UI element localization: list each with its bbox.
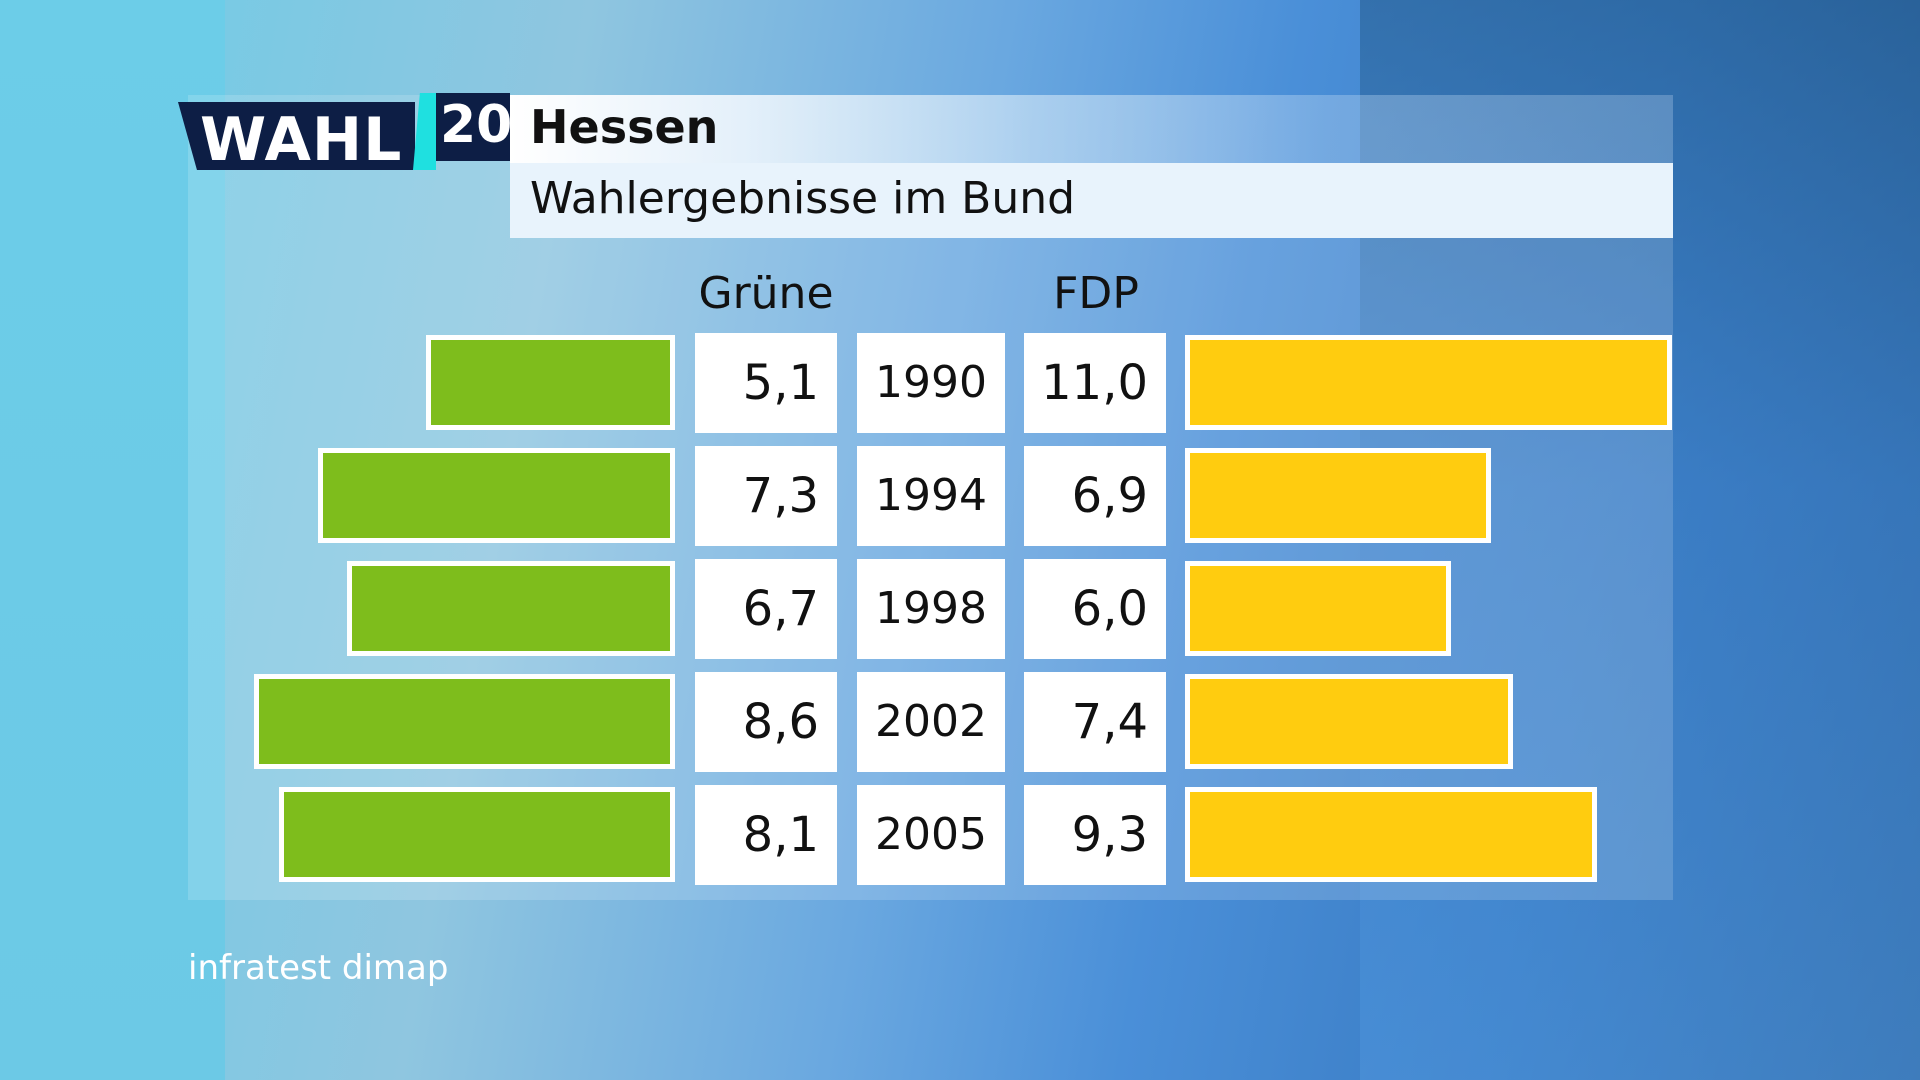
bar-fdp-2002 <box>1185 674 1513 769</box>
logo-number: 20 <box>440 95 513 155</box>
bar-gruene-2002 <box>254 674 675 769</box>
value-gruene-1990: 5,1 <box>695 333 837 433</box>
bar-fdp-1994 <box>1185 448 1491 543</box>
value-gruene-2005: 8,1 <box>695 785 837 885</box>
bar-gruene-1998 <box>347 561 675 656</box>
value-fdp-2002: 7,4 <box>1024 672 1166 772</box>
bar-fdp-2005 <box>1185 787 1597 882</box>
bar-gruene-1994 <box>318 448 675 543</box>
year-label-2005: 2005 <box>857 785 1005 885</box>
value-gruene-1998: 6,7 <box>695 559 837 659</box>
logo-accent-stripe <box>413 93 436 170</box>
wahl-logo-text: WAHL <box>200 105 403 175</box>
bar-gruene-1990 <box>425 335 675 430</box>
value-gruene-1994: 7,3 <box>695 446 837 546</box>
bar-gruene-2005 <box>278 787 675 882</box>
logo-number-box: 20 <box>436 93 513 161</box>
bar-fdp-1990 <box>1185 335 1673 430</box>
value-fdp-2005: 9,3 <box>1024 785 1166 885</box>
page-subtitle: Wahlergebnisse im Bund <box>530 173 1076 224</box>
year-label-2002: 2002 <box>857 672 1005 772</box>
value-gruene-2002: 8,6 <box>695 672 837 772</box>
year-label-1994: 1994 <box>857 446 1005 546</box>
year-label-1998: 1998 <box>857 559 1005 659</box>
page-title: Hessen <box>530 100 719 154</box>
value-fdp-1998: 6,0 <box>1024 559 1166 659</box>
title-bar: Hessen <box>510 95 1673 163</box>
background-left-band <box>0 0 225 1080</box>
year-label-1990: 1990 <box>857 333 1005 433</box>
value-fdp-1994: 6,9 <box>1024 446 1166 546</box>
value-fdp-1990: 11,0 <box>1024 333 1166 433</box>
bar-fdp-1998 <box>1185 561 1451 656</box>
series-label-fdp: FDP <box>1053 268 1139 319</box>
wahl-logo: WAHL <box>178 102 415 170</box>
series-label-gruene: Grüne <box>698 268 834 319</box>
subtitle-bar: Wahlergebnisse im Bund <box>510 163 1673 238</box>
source-label: infratest dimap <box>188 948 449 988</box>
